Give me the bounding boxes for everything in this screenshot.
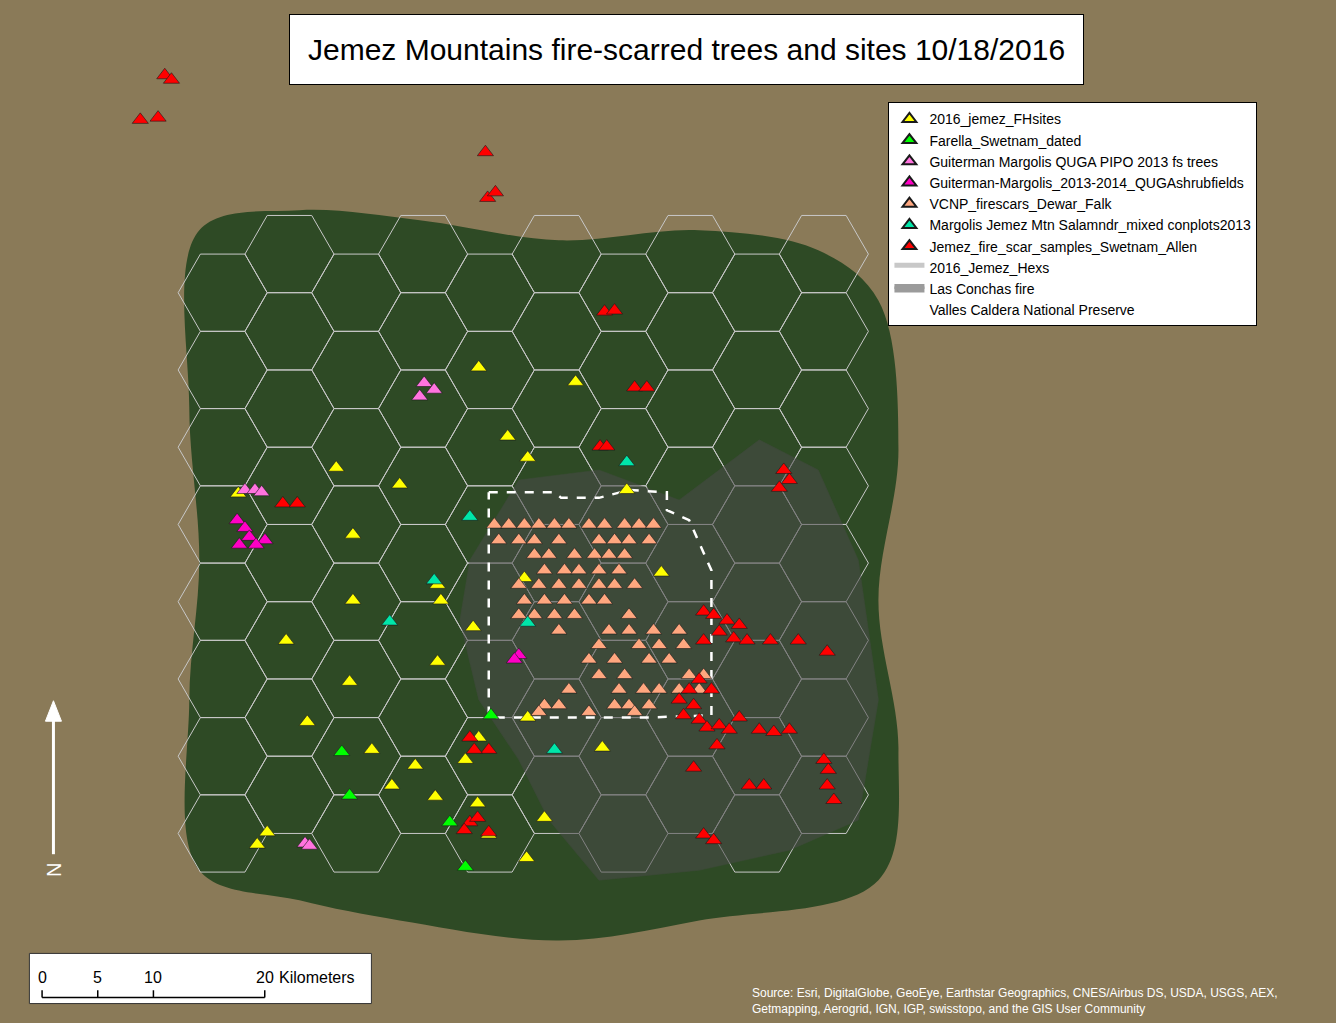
svg-text:20: 20 xyxy=(256,969,274,986)
svg-text:Kilometers: Kilometers xyxy=(279,969,355,986)
svg-text:5: 5 xyxy=(93,969,102,986)
svg-text:Las Conchas fire: Las Conchas fire xyxy=(929,281,1034,297)
svg-text:Guiterman Margolis QUGA PIPO 2: Guiterman Margolis QUGA PIPO 2013 fs tre… xyxy=(929,154,1218,170)
svg-text:N: N xyxy=(43,863,65,877)
svg-text:Jemez_fire_scar_samples_Swetna: Jemez_fire_scar_samples_Swetnam_Allen xyxy=(929,239,1197,255)
svg-text:Jemez Mountains fire-scarred t: Jemez Mountains fire-scarred trees and s… xyxy=(308,33,1065,66)
svg-text:Farella_Swetnam_dated: Farella_Swetnam_dated xyxy=(929,133,1081,149)
svg-text:Source: Esri, DigitalGlobe, Ge: Source: Esri, DigitalGlobe, GeoEye, Eart… xyxy=(752,986,1278,1016)
svg-text:Valles Caldera National Preser: Valles Caldera National Preserve xyxy=(929,302,1134,318)
svg-text:2016_jemez_FHsites: 2016_jemez_FHsites xyxy=(929,111,1061,127)
svg-text:2016_Jemez_Hexs: 2016_Jemez_Hexs xyxy=(929,260,1049,276)
svg-text:10: 10 xyxy=(144,969,162,986)
svg-text:Margolis Jemez Mtn Salamndr_mi: Margolis Jemez Mtn Salamndr_mixed conplo… xyxy=(929,217,1251,233)
svg-text:VCNP_firescars_Dewar_Falk: VCNP_firescars_Dewar_Falk xyxy=(929,196,1112,212)
svg-text:Guiterman-Margolis_2013-2014_Q: Guiterman-Margolis_2013-2014_QUGAshrubfi… xyxy=(929,175,1243,191)
svg-text:0: 0 xyxy=(38,969,47,986)
